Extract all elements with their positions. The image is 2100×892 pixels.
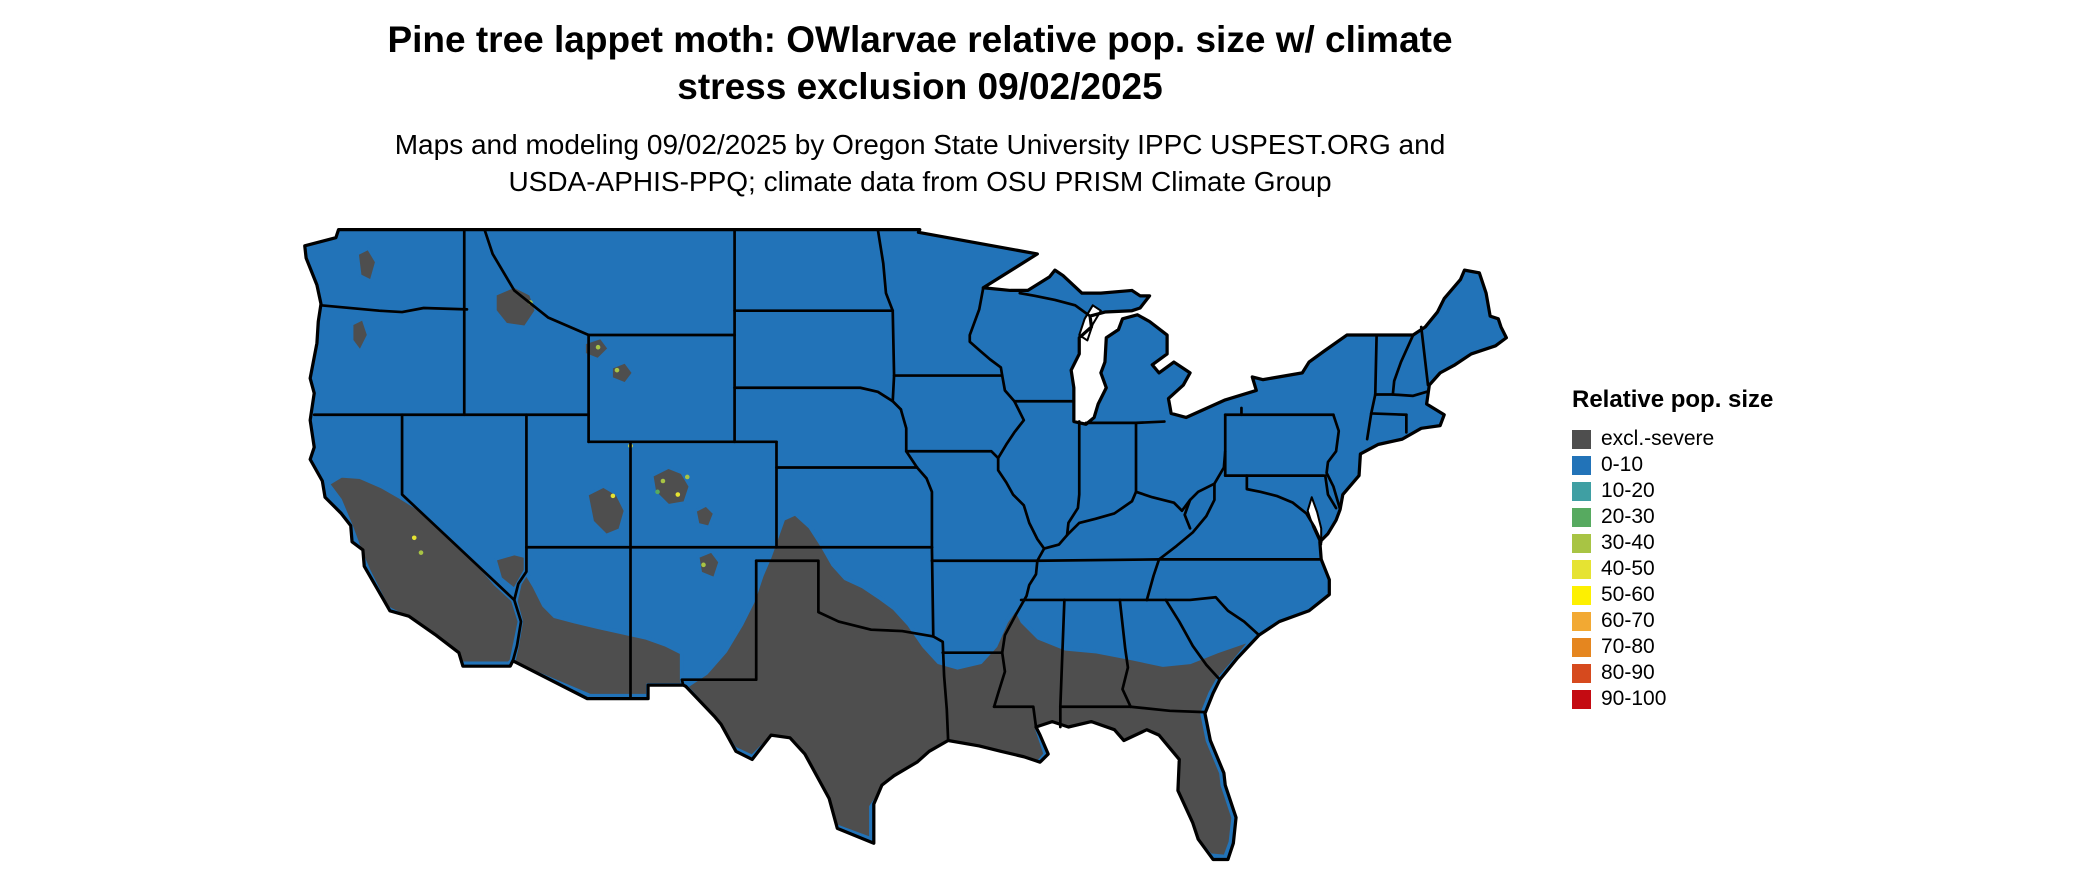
legend-label: 90-100 — [1601, 687, 1667, 710]
legend-label: 0-10 — [1601, 453, 1644, 476]
legend-swatch — [1572, 455, 1591, 475]
legend-item: 90-100 — [1572, 686, 1773, 712]
excluded-region-wyoming — [610, 360, 635, 386]
legend-label: 30-40 — [1601, 531, 1655, 554]
excluded-region-utah — [585, 485, 627, 537]
legend-item: 10-20 — [1572, 478, 1773, 504]
us-map-svg — [303, 227, 1508, 862]
legend-swatch — [1572, 533, 1591, 553]
excluded-region-oregon-cascades — [350, 317, 370, 353]
legend-items: excl.-severe 0-10 10-20 20-30 30-40 40-50 50-6… — [1572, 426, 1773, 712]
excluded-region-nevada — [493, 552, 527, 591]
excluded-region-newmexico-north — [696, 549, 722, 580]
legend-item: 50-60 — [1572, 582, 1773, 608]
legend-label: 10-20 — [1601, 479, 1655, 502]
legend-label: 60-70 — [1601, 609, 1655, 632]
legend-item: 40-50 — [1572, 556, 1773, 582]
page-subtitle: Maps and modeling 09/02/2025 by Oregon S… — [0, 127, 1840, 201]
legend-label: 50-60 — [1601, 583, 1655, 606]
legend: Relative pop. size excl.-severe 0-10 10-20… — [1572, 386, 1773, 712]
legend-item: 0-10 — [1572, 452, 1773, 478]
legend-swatch — [1572, 637, 1591, 657]
us-map — [298, 216, 1528, 892]
legend-label: 70-80 — [1601, 635, 1655, 658]
title-block: Pine tree lappet moth: OWlarvae relative… — [0, 16, 1840, 201]
excluded-region-washington-cascades — [356, 247, 378, 283]
legend-item: excl.-severe — [1572, 426, 1773, 452]
legend-item: 60-70 — [1572, 608, 1773, 634]
excluded-region-idaho — [493, 285, 538, 329]
legend-swatch — [1572, 559, 1591, 579]
subtitle-line-2: USDA-APHIS-PPQ; climate data from OSU PR… — [508, 165, 1332, 197]
legend-item: 70-80 — [1572, 634, 1773, 660]
legend-swatch — [1572, 585, 1591, 605]
title-line-1: Pine tree lappet moth: OWlarvae relative… — [387, 19, 1453, 60]
legend-swatch — [1572, 663, 1591, 683]
legend-swatch — [1572, 429, 1591, 449]
state-borders — [312, 228, 1430, 742]
legend-label: 80-90 — [1601, 661, 1655, 684]
legend-swatch — [1572, 611, 1591, 631]
subtitle-line-1: Maps and modeling 09/02/2025 by Oregon S… — [394, 128, 1446, 160]
raster-speckles — [411, 300, 706, 568]
legend-label: 40-50 — [1601, 557, 1655, 580]
legend-swatch — [1572, 689, 1591, 709]
legend-item: 30-40 — [1572, 530, 1773, 556]
legend-swatch — [1572, 507, 1591, 527]
legend-swatch — [1572, 481, 1591, 501]
excluded-region-california — [325, 473, 522, 666]
legend-title: Relative pop. size — [1572, 386, 1774, 413]
legend-label: excl.-severe — [1601, 427, 1715, 450]
excluded-regions — [325, 247, 1255, 859]
page-title: Pine tree lappet moth: OWlarvae relative… — [0, 16, 1840, 111]
legend-item: 20-30 — [1572, 504, 1773, 530]
legend-item: 80-90 — [1572, 660, 1773, 686]
title-line-2: stress exclusion 09/02/2025 — [677, 66, 1163, 108]
excluded-region-colorado-2 — [694, 503, 716, 529]
legend-label: 20-30 — [1601, 505, 1655, 528]
